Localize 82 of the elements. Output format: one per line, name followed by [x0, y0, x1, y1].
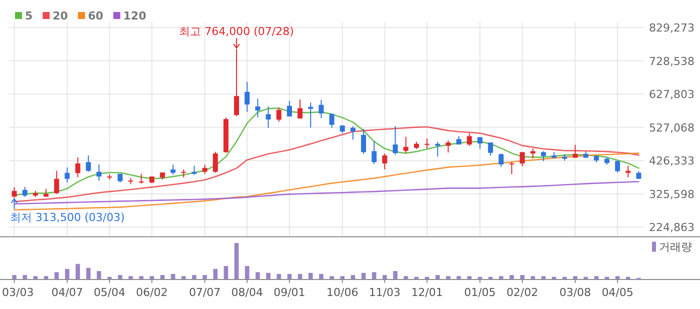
bar [86, 268, 91, 279]
bar [170, 274, 176, 279]
x-tick-label: 07/07 [188, 286, 221, 299]
x-tick-label: 01/05 [464, 286, 496, 299]
bar [234, 243, 239, 279]
bar [330, 276, 334, 279]
bar [22, 275, 28, 279]
bar [404, 276, 408, 279]
y-tick-label: 426,333 [649, 154, 694, 168]
x-tick-label: 05/04 [94, 286, 126, 299]
line-series [14, 180, 640, 205]
y-tick-label: 527,068 [649, 121, 694, 134]
bar [498, 276, 504, 279]
bar [393, 271, 398, 279]
x-tick-label: 10/06 [326, 286, 358, 299]
bar [287, 274, 292, 279]
x-tick-label: 03/03 [2, 286, 34, 299]
bar [192, 275, 196, 279]
bar [520, 275, 524, 279]
legend: 거래량 [652, 240, 692, 254]
bar [96, 271, 102, 279]
bar [139, 276, 144, 279]
bar [541, 276, 546, 279]
x-tick-label: 03/08 [559, 286, 592, 299]
y-tick-label: 728,538 [649, 54, 694, 68]
legend-label: 60 [88, 10, 104, 22]
bar [54, 272, 59, 279]
bar [266, 272, 270, 279]
bar [530, 276, 536, 279]
legend-label: 5 [25, 10, 33, 22]
bar [128, 276, 133, 279]
y-tick-label: 829,273 [649, 22, 694, 35]
bar [615, 276, 620, 279]
bar [76, 264, 80, 279]
bar [256, 272, 260, 279]
bar [308, 272, 313, 279]
bar [382, 275, 387, 279]
bar [573, 276, 578, 279]
bar [213, 268, 218, 279]
bar [456, 276, 461, 279]
x-tick-label: 06/02 [136, 286, 168, 299]
annotation: 최고 764,000 (07/28) [179, 25, 294, 49]
bar [44, 276, 48, 279]
bar [298, 274, 302, 279]
x-tick-label: 04/07 [51, 286, 84, 299]
legend-label: 120 [123, 10, 147, 22]
bar [150, 276, 154, 279]
bar [340, 276, 345, 279]
bar [350, 275, 356, 279]
annotation: 최저 313,500 (03/03) [10, 210, 125, 224]
x-tick-label: 09/01 [274, 286, 306, 299]
x-tick-label: 11/03 [368, 286, 401, 299]
bar [276, 274, 282, 279]
bar [244, 266, 250, 279]
bar [319, 274, 324, 279]
annotation: 최고 764,000 (07/28) [179, 25, 294, 38]
bar [33, 276, 38, 279]
x-tick-label: 04/05 [602, 286, 634, 299]
bar [467, 276, 472, 279]
bar [12, 275, 16, 279]
bar [594, 276, 599, 279]
annotation: 최저 313,500 (03/03) [10, 198, 125, 224]
y-tick-label: 627,803 [649, 88, 694, 102]
bar [118, 275, 122, 279]
bar [372, 272, 376, 279]
bar [435, 275, 440, 279]
bar [361, 272, 366, 279]
bar [224, 266, 228, 279]
y-tick-label: 325,598 [649, 188, 694, 201]
x-tick-label: 02/02 [506, 286, 538, 299]
bar [160, 275, 165, 279]
bar [181, 276, 186, 279]
bar [510, 275, 514, 279]
bar [446, 276, 450, 279]
x-tick-label: 08/04 [231, 286, 263, 299]
legend-label: 20 [52, 10, 68, 22]
x-tick-label: 12/01 [411, 286, 443, 299]
y-tick-label: 224,863 [649, 221, 694, 234]
legend-label: 거래량 [659, 240, 692, 254]
line-series [14, 152, 640, 211]
bar [65, 268, 70, 279]
bar [202, 275, 207, 279]
